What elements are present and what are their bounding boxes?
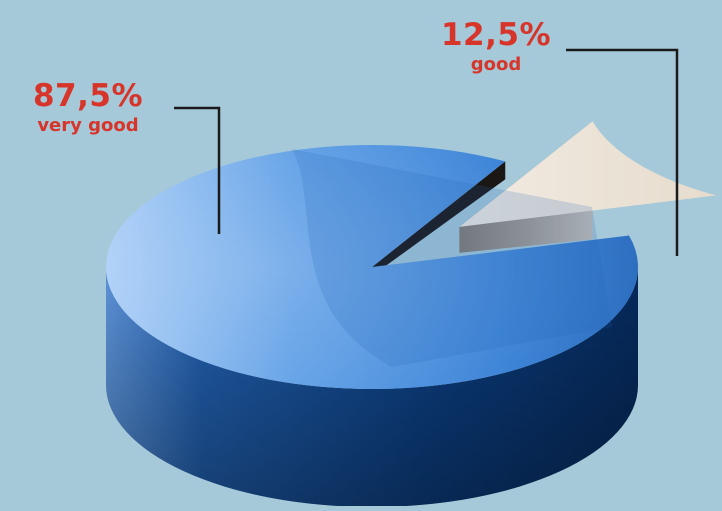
wedge-top-face xyxy=(459,121,717,227)
pie-top-highlight xyxy=(106,145,638,390)
pie-slice-good xyxy=(459,121,717,253)
leader-lines xyxy=(174,48,679,256)
pie-inner-face xyxy=(372,161,506,270)
data-label-very-good-name: very good xyxy=(37,115,139,136)
callout-good: 12,5% good xyxy=(428,17,564,76)
data-label-good-value: 12,5% xyxy=(440,17,552,53)
leader-line-very-good xyxy=(174,106,221,234)
data-label-good-name: good xyxy=(470,54,522,75)
pie-side-shade xyxy=(106,267,638,507)
callout-very-good: 87,5% very good xyxy=(18,78,158,137)
leader-line-good xyxy=(566,48,679,256)
data-label-very-good-value: 87,5% xyxy=(32,78,144,114)
pie-top-shade xyxy=(292,149,612,367)
pie-slice-very-good xyxy=(106,145,638,507)
